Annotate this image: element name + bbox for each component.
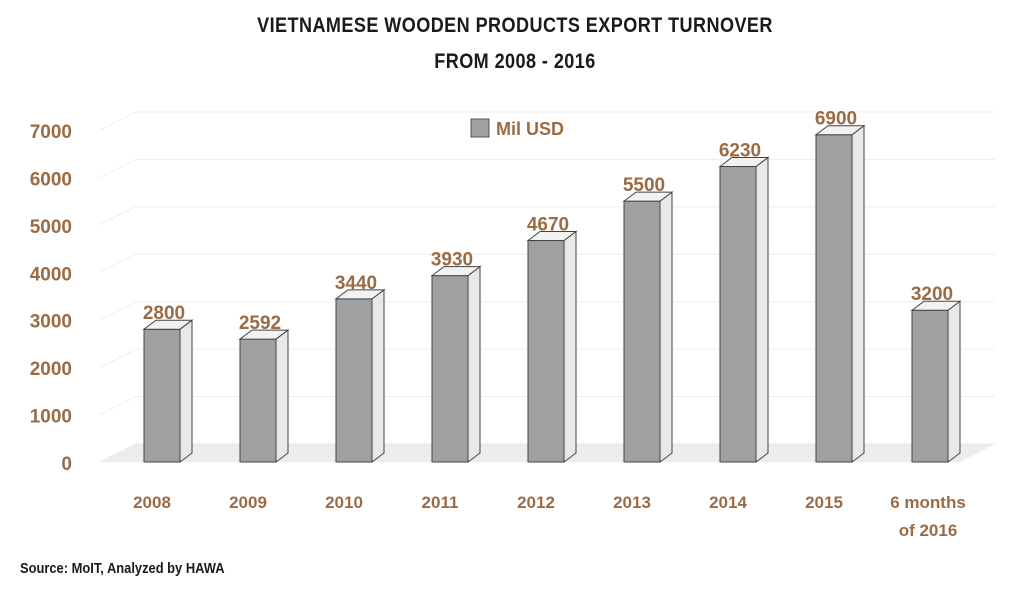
bar-side xyxy=(947,300,961,463)
chart-title-line2: FROM 2008 - 2016 xyxy=(434,50,596,73)
bar xyxy=(526,230,578,463)
bar-top xyxy=(622,191,674,202)
x-tick-label: 2011 xyxy=(422,493,459,512)
y-tick-label: 6000 xyxy=(30,169,72,190)
bar-side xyxy=(467,265,481,463)
x-tick-label: 2015 xyxy=(805,493,843,512)
bar-front xyxy=(143,328,181,463)
bar-top xyxy=(430,266,482,277)
legend: Mil USD xyxy=(470,118,564,139)
bar xyxy=(718,156,770,463)
x-tick-label-line: 2013 xyxy=(613,493,651,512)
y-tick-label: 7000 xyxy=(30,122,72,143)
chart-title-line1: VIETNAMESE WOODEN PRODUCTS EXPORT TURNOV… xyxy=(257,14,773,37)
bar xyxy=(238,329,290,463)
x-tick-label-line: 2008 xyxy=(133,493,171,512)
bar-side xyxy=(371,288,385,463)
bar xyxy=(814,124,866,463)
bar-top xyxy=(526,231,578,242)
y-axis-ticks: 0 1000 2000 3000 4000 5000 6000 7000 xyxy=(30,122,72,475)
bar-top xyxy=(910,300,962,311)
value-label: 5500 xyxy=(623,175,665,196)
bar-side xyxy=(755,156,769,463)
y-tick-label: 0 xyxy=(61,454,72,475)
y-tick-label: 2000 xyxy=(30,359,72,380)
y-tick-label: 3000 xyxy=(30,312,72,333)
x-tick-label-line: 2012 xyxy=(517,493,555,512)
gridline-side xyxy=(99,158,137,178)
bar-front xyxy=(527,240,565,463)
bar-side xyxy=(659,191,673,463)
bar-side xyxy=(563,230,577,463)
legend-label: Mil USD xyxy=(496,119,564,139)
x-tick-label: 2012 xyxy=(517,493,555,512)
bar xyxy=(622,191,674,463)
x-tick-label: 2014 xyxy=(709,493,747,512)
x-tick-label: 6 months of 2016 xyxy=(890,493,966,540)
value-label: 2800 xyxy=(143,303,185,324)
bar-top xyxy=(334,289,386,300)
x-tick-label-line: 2010 xyxy=(325,493,363,512)
legend-swatch xyxy=(470,118,490,138)
gridline-side xyxy=(99,253,137,273)
bar xyxy=(142,319,194,463)
bar-front xyxy=(431,275,469,463)
x-tick-label: 2013 xyxy=(613,493,651,512)
x-tick-label-line: 2014 xyxy=(709,493,747,512)
value-label: 4670 xyxy=(527,215,569,236)
y-tick-label: 4000 xyxy=(30,264,72,285)
bar xyxy=(910,300,962,463)
x-tick-label-line: of 2016 xyxy=(899,521,958,540)
bar-top xyxy=(142,319,194,330)
bar-front xyxy=(239,338,277,463)
bar-front xyxy=(335,298,373,463)
bar-front xyxy=(719,166,757,463)
bar-side xyxy=(275,329,289,463)
bar-side xyxy=(179,319,193,463)
x-tick-label: 2009 xyxy=(229,493,267,512)
gridline-side xyxy=(99,111,137,131)
value-label: 2592 xyxy=(239,313,281,334)
value-label: 3440 xyxy=(335,273,377,294)
gridline-side xyxy=(99,396,137,416)
value-label: 6230 xyxy=(719,141,761,162)
y-tick-label: 5000 xyxy=(30,217,72,238)
bar-front xyxy=(911,309,949,463)
value-label: 3200 xyxy=(911,284,953,305)
value-labels: 2800 2592 3440 3930 4670 5500 6230 6900 3200 xyxy=(143,109,953,334)
bars xyxy=(142,124,962,463)
source-note: Source: MoIT, Analyzed by HAWA xyxy=(20,560,225,577)
y-tick-label: 1000 xyxy=(30,407,72,428)
bar xyxy=(334,288,386,463)
x-tick-label-line: 6 months xyxy=(890,493,966,512)
x-axis-labels: 2008 2009 2010 2011 2012 2013 2014 2015 6 months… xyxy=(133,493,966,540)
bar-front xyxy=(623,200,661,463)
value-label: 6900 xyxy=(815,109,857,130)
gridline-side xyxy=(99,348,137,368)
x-tick-label: 2008 xyxy=(133,493,171,512)
gridline-side xyxy=(99,301,137,321)
x-tick-label: 2010 xyxy=(325,493,363,512)
gridline-side xyxy=(99,206,137,226)
bar-top xyxy=(718,157,770,168)
bar-side xyxy=(851,124,865,463)
x-tick-label-line: 2015 xyxy=(805,493,843,512)
bar-top xyxy=(238,329,290,340)
bar-top xyxy=(814,125,866,136)
value-label: 3930 xyxy=(431,250,473,271)
x-tick-label-line: 2011 xyxy=(422,493,459,512)
bar xyxy=(430,265,482,463)
bar-front xyxy=(815,134,853,463)
x-tick-label-line: 2009 xyxy=(229,493,267,512)
